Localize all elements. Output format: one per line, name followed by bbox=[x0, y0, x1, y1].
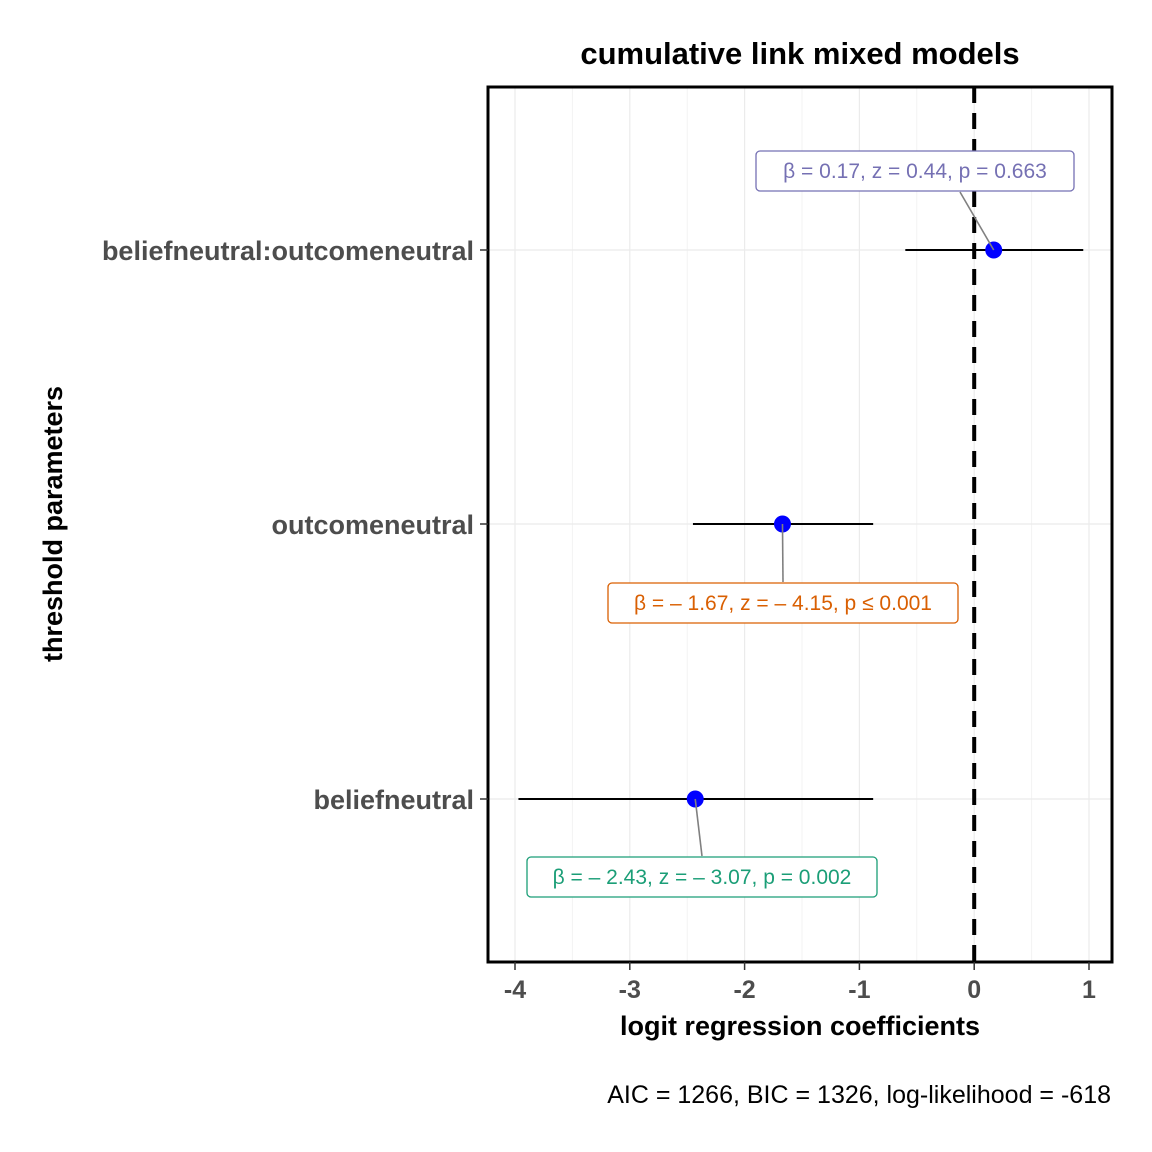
y-tick-label: outcomeneutral bbox=[271, 510, 474, 540]
annotation-box bbox=[607, 582, 959, 624]
annotation-box bbox=[526, 856, 878, 898]
x-tick-label: 1 bbox=[1082, 976, 1096, 1004]
annotation-connector bbox=[694, 798, 703, 857]
x-axis-ticks: -4 -3 -2 -1 0 1 bbox=[504, 962, 1096, 1004]
x-tick-label: -4 bbox=[504, 976, 526, 1004]
y-tick-label: beliefneutral bbox=[313, 785, 474, 815]
x-tick-label: -1 bbox=[848, 976, 870, 1004]
annotation-label: β = – 1.67, z = – 4.15, p ≤ 0.001 bbox=[634, 592, 932, 615]
caption: AIC = 1266, BIC = 1326, log-likelihood =… bbox=[607, 1081, 1111, 1109]
x-tick-label: -3 bbox=[619, 976, 641, 1004]
x-tick-label: 0 bbox=[967, 976, 981, 1004]
y-tick-label: beliefneutral:outcomeneutral bbox=[102, 236, 474, 266]
annotation-connector bbox=[781, 523, 784, 583]
annotation-box bbox=[755, 150, 1075, 192]
annotation-label: β = – 2.43, z = – 3.07, p = 0.002 bbox=[553, 866, 852, 889]
annotation-label: β = 0.17, z = 0.44, p = 0.663 bbox=[783, 160, 1047, 183]
annotations: β = 0.17, z = 0.44, p = 0.663 β = – 1.67,… bbox=[526, 150, 1075, 898]
annotation-connector bbox=[959, 191, 995, 251]
chart-title: cumulative link mixed models bbox=[580, 36, 1019, 71]
y-axis-label: threshold parameters bbox=[38, 386, 68, 662]
x-tick-label: -2 bbox=[733, 976, 755, 1004]
y-axis-ticks: beliefneutral:outcomeneutral outcomeneutr… bbox=[102, 236, 488, 815]
x-axis-label: logit regression coefficients bbox=[620, 1011, 980, 1041]
